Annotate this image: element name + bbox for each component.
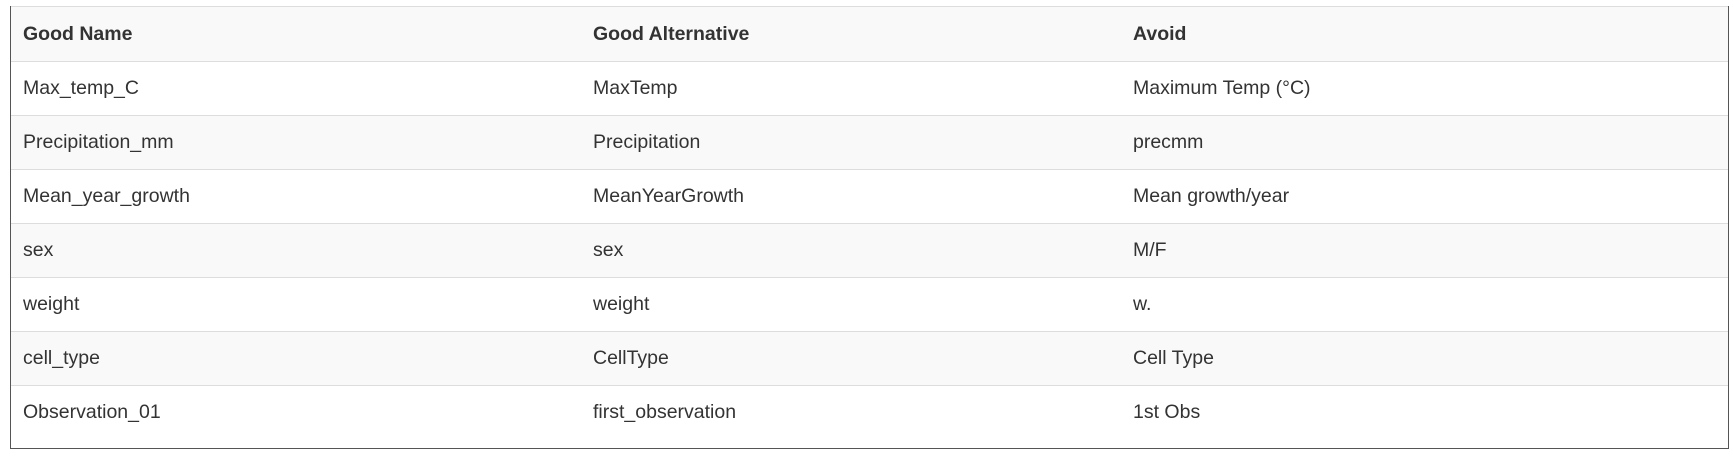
table-row: Mean_year_growth MeanYearGrowth Mean gro…	[11, 169, 1728, 224]
header-row: Good Name Good Alternative Avoid	[11, 6, 1728, 62]
table-body: Max_temp_C MaxTemp Maximum Temp (°C) Pre…	[11, 61, 1728, 440]
cell-avoid: 1st Obs	[1121, 385, 1728, 440]
cell-avoid: Cell Type	[1121, 331, 1728, 386]
naming-conventions-table: Good Name Good Alternative Avoid Max_tem…	[11, 6, 1728, 440]
cell-good-name: Max_temp_C	[11, 61, 581, 116]
cell-good-name: Precipitation_mm	[11, 115, 581, 170]
cell-good-alternative: first_observation	[581, 385, 1121, 440]
naming-table-container: Good Name Good Alternative Avoid Max_tem…	[10, 6, 1729, 449]
header-good-alternative: Good Alternative	[581, 6, 1121, 62]
cell-good-alternative: MaxTemp	[581, 61, 1121, 116]
cell-good-name: sex	[11, 223, 581, 278]
table-row: sex sex M/F	[11, 223, 1728, 278]
cell-good-name: weight	[11, 277, 581, 332]
cell-good-alternative: weight	[581, 277, 1121, 332]
table-row: weight weight w.	[11, 277, 1728, 332]
cell-good-alternative: sex	[581, 223, 1121, 278]
table-row: cell_type CellType Cell Type	[11, 331, 1728, 386]
cell-good-alternative: Precipitation	[581, 115, 1121, 170]
cell-avoid: Maximum Temp (°C)	[1121, 61, 1728, 116]
cell-avoid: Mean growth/year	[1121, 169, 1728, 224]
cell-avoid: w.	[1121, 277, 1728, 332]
header-avoid: Avoid	[1121, 6, 1728, 62]
table-row: Precipitation_mm Precipitation precmm	[11, 115, 1728, 170]
cell-avoid: precmm	[1121, 115, 1728, 170]
cell-good-name: Mean_year_growth	[11, 169, 581, 224]
cell-good-name: Observation_01	[11, 385, 581, 440]
table-row: Max_temp_C MaxTemp Maximum Temp (°C)	[11, 61, 1728, 116]
cell-good-alternative: MeanYearGrowth	[581, 169, 1121, 224]
table-row: Observation_01 first_observation 1st Obs	[11, 385, 1728, 440]
table-header: Good Name Good Alternative Avoid	[11, 6, 1728, 62]
cell-good-alternative: CellType	[581, 331, 1121, 386]
cell-avoid: M/F	[1121, 223, 1728, 278]
header-good-name: Good Name	[11, 6, 581, 62]
cell-good-name: cell_type	[11, 331, 581, 386]
